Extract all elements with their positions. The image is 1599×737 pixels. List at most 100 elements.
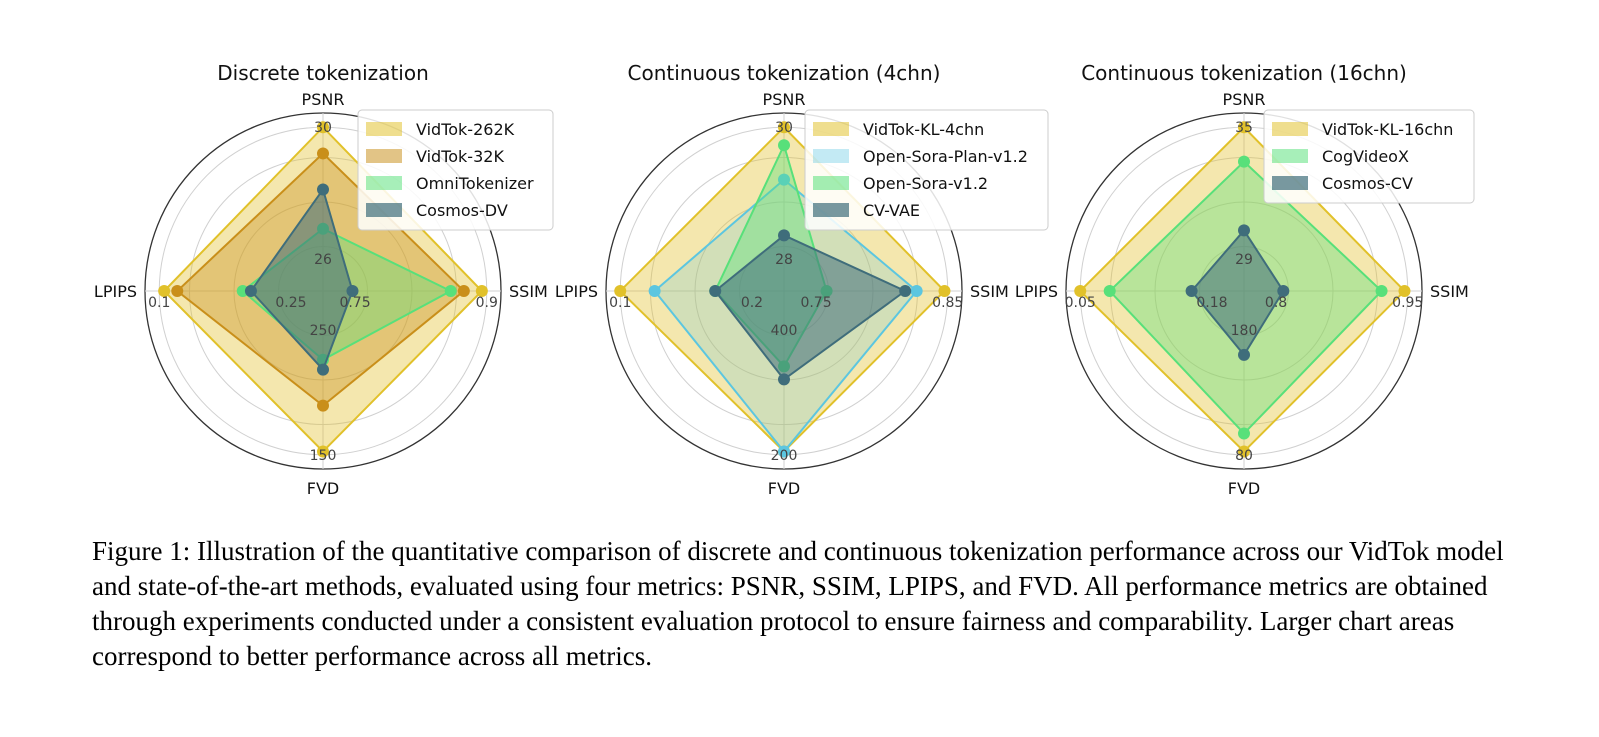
chart1-tick-psnr: 30 [314,120,332,136]
figure-caption: Figure 1: Illustration of the quantitati… [92,536,1504,671]
chart2-legend-swatch-cv-vae [813,203,849,217]
chart2-point-open-sora-plan-v1-2-psnr [778,173,790,186]
chart3-legend-box [1263,109,1475,204]
chart1-point-vidtok-262k-psnr [317,121,329,134]
chart3-legend-swatch-cosmos-cv [1272,176,1308,190]
chart3-axis-label-ssim: SSIM [1430,282,1469,301]
chart3-point-cogvideox-lpips [1103,285,1116,297]
chart3-legend-label-cogvideox: CogVideoX [1322,147,1409,166]
chart1-tick-fvd: 250 [310,323,337,339]
chart1-point-cosmos-dv-psnr [317,183,329,196]
chart1-legend: VidTok-262K VidTok-32K OmniTokenizer Cosmos… [357,109,554,231]
chart1-legend-box [357,109,554,231]
chart2-legend: VidTok-KL-4chn Open-Sora-Plan-v1.2 Open-So… [804,109,1049,231]
chart1-legend-label-vidtok-32k: VidTok-32K [416,147,504,166]
chart1-point-vidtok-32k-fvd [317,399,329,412]
chart2-point-open-sora-plan-v1-2-ssim [910,285,923,297]
chart3-point-vidtok-kl-16chn-fvd [1238,445,1250,458]
chart2-tick-lpips: 0.2 [741,295,763,311]
chart3-point-cogvideox-psnr [1238,155,1250,168]
chart2-point-vidtok-kl-4chn-psnr [778,121,790,134]
chart2-point-open-sora-v1-2-psnr [778,139,790,152]
chart2-legend-swatch-open-sora-plan-v1-2 [813,149,849,163]
chart3-tick-fvd: 80 [1235,448,1253,464]
radar-chart-3: Continuous tokenization (16chn) 29 35 0.8 0.… [1015,61,1475,498]
chart2-legend-label-open-sora-plan-v1-2: Open-Sora-Plan-v1.2 [863,147,1028,166]
radar-chart-1: Discrete tokenization 26 30 0.75 0.9 250 150 0.… [94,61,554,498]
chart1-point-cosmos-dv-lpips [244,285,257,297]
chart1-point-vidtok-32k-psnr [317,147,329,160]
chart2-point-vidtok-kl-4chn-lpips [614,285,627,297]
chart3-point-vidtok-kl-16chn-psnr [1238,121,1250,134]
chart1-axis-label-ssim: SSIM [509,282,548,301]
chart2-tick-lpips: 0.1 [609,295,631,311]
chart3-tick-psnr: 29 [1235,252,1253,268]
chart2-tick-fvd: 400 [771,323,798,339]
chart1-tick-ssim: 0.75 [339,295,370,311]
chart1-point-vidtok-262k-ssim [475,285,488,297]
chart1-tick-ssim: 0.9 [476,295,498,311]
chart2-title: Continuous tokenization (4chn) [628,61,941,85]
chart2-legend-label-open-sora-v1-2: Open-Sora-v1.2 [863,174,988,193]
chart2-axis-label-ssim: SSIM [970,282,1009,301]
chart1-axis-label-lpips: LPIPS [94,282,137,301]
chart2-axis-label-psnr: PSNR [763,90,806,109]
chart2-point-open-sora-plan-v1-2-lpips [648,285,661,297]
chart1-tick-psnr: 26 [314,252,332,268]
chart1-tick-fvd: 150 [310,448,337,464]
chart3-legend-swatch-cogvideox [1272,149,1308,163]
chart1-tick-lpips: 0.25 [275,295,306,311]
chart2-tick-psnr: 30 [775,120,793,136]
chart3-point-vidtok-kl-16chn-ssim [1398,285,1411,297]
chart3-legend-label-cosmos-cv: Cosmos-CV [1322,174,1413,193]
chart3-tick-fvd: 180 [1231,323,1258,339]
chart1-legend-label-cosmos-dv: Cosmos-DV [416,201,508,220]
chart2-axis-label-lpips: LPIPS [555,282,598,301]
chart3-point-vidtok-kl-16chn-lpips [1074,285,1087,297]
chart3-point-cosmos-cv-lpips [1185,285,1198,297]
chart1-point-omnitokenizer-ssim [444,285,457,297]
chart1-title: Discrete tokenization [217,61,429,85]
chart1-axis-label-psnr: PSNR [302,90,345,109]
chart2-point-open-sora-plan-v1-2-fvd [778,445,790,458]
chart3-point-cosmos-cv-psnr [1238,224,1250,237]
chart2-axis-label-fvd: FVD [768,479,800,498]
chart1-point-vidtok-32k-lpips [171,285,184,297]
chart2-point-cv-vae-lpips [709,285,722,297]
chart2-point-vidtok-kl-4chn-ssim [938,285,951,297]
chart1-point-cosmos-dv-ssim [346,285,359,297]
chart1-tick-lpips: 0.1 [148,295,170,311]
chart3-axis-label-fvd: FVD [1228,479,1260,498]
chart2-legend-box [804,109,1049,231]
chart2-point-cv-vae-psnr [778,229,790,242]
chart3-tick-ssim: 0.95 [1392,295,1423,311]
chart1-legend-swatch-cosmos-dv [366,203,402,217]
chart3-tick-psnr: 35 [1235,120,1253,136]
chart2-tick-ssim: 0.75 [800,295,831,311]
chart1-legend-label-vidtok-262k: VidTok-262K [416,120,515,139]
chart3-legend: VidTok-KL-16chn CogVideoX Cosmos-CV [1263,109,1475,204]
chart1-legend-swatch-vidtok-262k [366,122,402,136]
chart1-point-cosmos-dv-fvd [317,363,329,376]
chart2-legend-swatch-open-sora-v1-2 [813,176,849,190]
chart3-legend-swatch-vidtok-kl-16chn [1272,122,1308,136]
chart3-point-cosmos-cv-ssim [1277,285,1290,297]
chart1-legend-swatch-omnitokenizer [366,176,402,190]
chart2-point-cv-vae-fvd [778,373,790,386]
chart3-point-cogvideox-fvd [1238,427,1250,440]
chart2-tick-ssim: 0.85 [932,295,963,311]
chart3-legend-label-vidtok-kl-16chn: VidTok-KL-16chn [1322,120,1453,139]
chart3-tick-ssim: 0.8 [1265,295,1287,311]
chart2-legend-label-vidtok-kl-4chn: VidTok-KL-4chn [863,120,984,139]
chart2-legend-label-cv-vae: CV-VAE [863,201,920,220]
chart1-point-vidtok-32k-ssim [457,285,470,297]
chart3-point-cogvideox-ssim [1375,285,1388,297]
chart1-legend-swatch-vidtok-32k [366,149,402,163]
chart1-axis-label-fvd: FVD [307,479,339,498]
chart3-tick-lpips: 0.05 [1065,295,1096,311]
chart2-tick-fvd: 200 [771,448,798,464]
chart2-legend-swatch-vidtok-kl-4chn [813,122,849,136]
chart2-tick-psnr: 28 [775,252,793,268]
chart3-point-cosmos-cv-fvd [1238,348,1250,361]
